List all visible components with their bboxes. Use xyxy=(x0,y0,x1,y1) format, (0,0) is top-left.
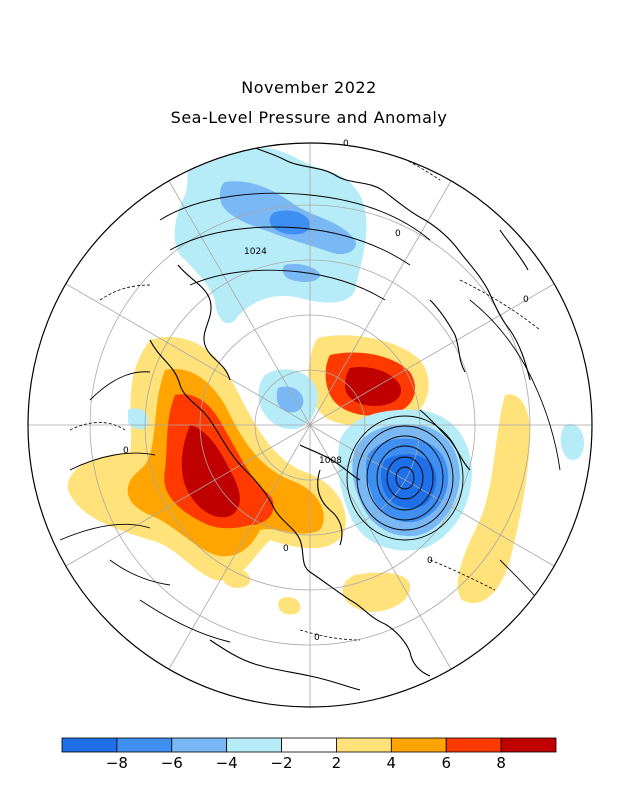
colorbar-tick-label: 8 xyxy=(496,754,506,772)
map-title: November 2022 xyxy=(241,78,377,97)
anomaly-positive-pacific-darkred xyxy=(181,425,240,518)
anomaly-negative-pole-mid xyxy=(276,386,304,413)
anomaly-zero-label: 0 xyxy=(123,446,129,456)
colorbar-tick-label: −4 xyxy=(215,754,238,772)
anomaly-zero-label: 0 xyxy=(523,295,529,305)
contour-labels: 1024 1008 0 0 0 0 0 0 0 xyxy=(123,139,529,643)
colorbar-swatch xyxy=(171,737,228,753)
anomaly-zero-label: 0 xyxy=(395,229,401,239)
anomaly-zero-label: 0 xyxy=(427,556,433,566)
colorbar-tick-label: −6 xyxy=(160,754,183,772)
isobar-label: 1008 xyxy=(319,456,342,466)
anomaly-negative-asia-blue xyxy=(269,210,311,235)
colorbar-swatch xyxy=(500,737,557,753)
anomaly-positive-atlantic xyxy=(457,394,531,604)
colorbar-swatch xyxy=(336,737,392,753)
colorbar-swatch xyxy=(226,737,282,753)
colorbar-tick-label: −2 xyxy=(270,754,293,772)
colorbar-swatch xyxy=(445,737,502,753)
isobar-label: 1024 xyxy=(244,247,267,257)
anomaly-zero-label: 0 xyxy=(283,544,289,554)
colorbar-swatch xyxy=(61,737,118,753)
globe-outline xyxy=(27,142,593,708)
map-subtitle: Sea-Level Pressure and Anomaly xyxy=(170,108,448,127)
colorbar-tick-label: 6 xyxy=(441,754,451,772)
anomaly-negative-east2 xyxy=(128,408,149,430)
colorbar xyxy=(61,737,557,753)
colorbar-tick-label: 4 xyxy=(386,754,397,772)
anomaly-zero-label: 0 xyxy=(314,633,320,643)
colorbar-tick-label: −8 xyxy=(105,754,128,772)
anomaly-negative-east xyxy=(560,423,585,460)
coastlines xyxy=(149,143,549,691)
colorbar-tick-label: 2 xyxy=(331,754,342,772)
colorbar-swatch xyxy=(281,737,337,753)
colorbar-swatch xyxy=(116,737,173,753)
colorbar-swatch xyxy=(390,737,447,753)
anomaly-positive-pacific-bits xyxy=(224,568,251,588)
anomaly-negative-asia-spot xyxy=(282,264,320,282)
anomaly-positive-pacific-small xyxy=(278,597,301,615)
anomaly-zero-label: 0 xyxy=(343,139,349,149)
